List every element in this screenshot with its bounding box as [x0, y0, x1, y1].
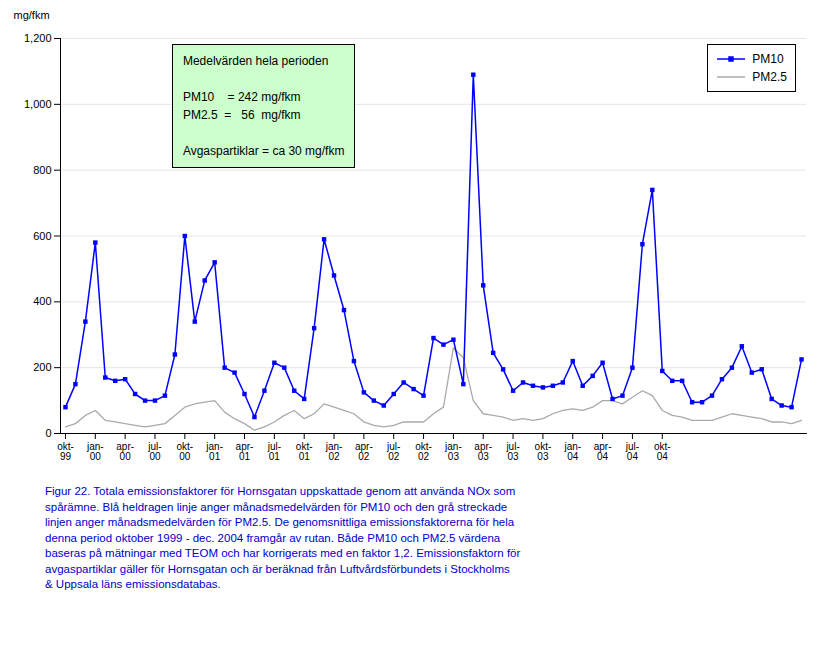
html-text:PM2.5 = 56 mg/fkm: PM2.5 = 56 mg/fkm — [182, 108, 301, 122]
svg-text:jan-01: jan-01 — [205, 441, 223, 462]
svg-text:mg/fkm: mg/fkm — [14, 9, 50, 21]
svg-text:jan-00: jan-00 — [86, 441, 104, 462]
html-text:Figur 22. Totala emissionsfakt: Figur 22. Totala emissionsfaktorer för H… — [45, 485, 521, 590]
html-text:PM2.5: PM2.5 — [752, 70, 787, 84]
svg-text:jul-04: jul-04 — [625, 441, 639, 462]
html-text:Avgaspartiklar = ca 30 mg/fkm: Avgaspartiklar = ca 30 mg/fkm — [182, 144, 345, 158]
svg-text:apr-04: apr-04 — [594, 441, 612, 462]
html-text:PM10 = 242 mg/fkm: PM10 = 242 mg/fkm — [182, 90, 301, 104]
html-text:Medelvärden hela perioden: Medelvärden hela perioden — [182, 54, 329, 68]
svg-text:apr-03: apr-03 — [474, 441, 492, 462]
svg-text:jan-04: jan-04 — [563, 441, 581, 462]
svg-text:okt-99: okt-99 — [57, 441, 74, 462]
svg-text:okt-02: okt-02 — [415, 441, 432, 462]
svg-text:jan-02: jan-02 — [325, 441, 343, 462]
svg-text:1,200: 1,200 — [24, 32, 52, 44]
svg-text:jul-00: jul-00 — [147, 441, 161, 462]
svg-text:okt-04: okt-04 — [654, 441, 671, 462]
svg-text:apr-02: apr-02 — [355, 441, 373, 462]
svg-text:200: 200 — [33, 361, 51, 373]
svg-text:apr-01: apr-01 — [236, 441, 254, 462]
html-text:PM10: PM10 — [752, 52, 784, 66]
svg-text:800: 800 — [33, 164, 51, 176]
svg-text:400: 400 — [33, 295, 51, 307]
svg-text:jan-03: jan-03 — [444, 441, 462, 462]
svg-text:jul-01: jul-01 — [267, 441, 281, 462]
svg-text:okt-00: okt-00 — [176, 441, 193, 462]
svg-text:jul-02: jul-02 — [386, 441, 400, 462]
svg-text:1,000: 1,000 — [24, 98, 52, 110]
svg-text:jul-03: jul-03 — [505, 441, 519, 462]
svg-text:okt-03: okt-03 — [535, 441, 552, 462]
svg-text:600: 600 — [33, 230, 51, 242]
svg-text:apr-00: apr-00 — [116, 441, 134, 462]
svg-text:okt-01: okt-01 — [296, 441, 313, 462]
svg-text:0: 0 — [45, 427, 51, 439]
